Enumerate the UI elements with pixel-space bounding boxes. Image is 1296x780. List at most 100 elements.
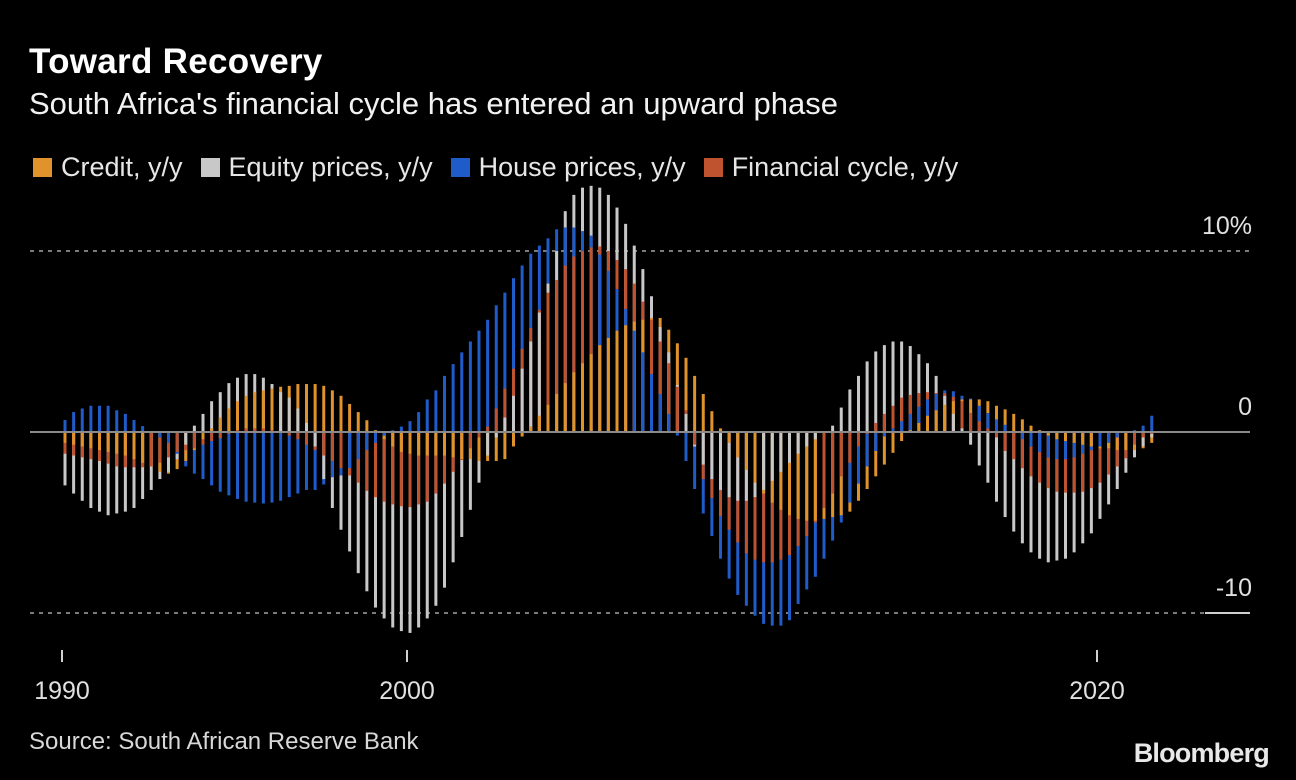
legend-item-house: House prices, y/y [450,152,686,183]
bar-credit [218,417,222,432]
bar-equity [1055,432,1059,561]
bar-house [244,432,248,502]
bar-house [658,393,662,432]
bar-house [313,432,317,490]
bar-financial-cycle [874,422,878,432]
bar-credit [503,432,507,460]
bar-credit [943,404,947,432]
bar-house [486,319,490,432]
bar-house [434,390,438,432]
bar-financial-cycle [477,432,481,438]
bar-credit [236,401,239,432]
bar-financial-cycle [675,386,679,432]
bar-financial-cycle [261,428,265,432]
bar-house [1098,432,1102,447]
bar-house [684,432,688,461]
bar-equity [503,417,507,432]
bar-equity [710,432,714,480]
bar-credit [891,432,895,453]
bar-credit [926,415,929,432]
bar-credit [313,384,317,432]
bar-house [356,432,360,460]
bar-house [882,432,886,437]
legend-label-equity: Equity prices, y/y [228,152,433,182]
bar-equity [1150,432,1154,438]
legend-label-house: House prices, y/y [478,152,686,182]
bar-credit [563,383,567,432]
bar-equity [80,432,84,501]
bar-equity [520,368,524,432]
bar-equity [848,389,852,432]
bar-house [477,330,481,432]
bar-financial-cycle [330,432,334,461]
bar-credit [813,432,817,521]
bar-equity [434,432,438,606]
bar-house [1003,424,1007,432]
source-note: Source: South African Reserve Bank [29,728,419,755]
bar-financial-cycle [839,432,843,477]
bar-equity [951,413,955,432]
bar-equity [106,432,110,516]
y-tick-label: 0 [1238,393,1252,421]
bar-credit [934,410,938,432]
bar-credit [201,432,205,440]
bar-equity [986,432,990,483]
bar-financial-cycle [822,432,826,509]
bar-financial-cycle [658,341,662,432]
bar-credit [805,432,809,521]
bar-financial-cycle [986,428,990,432]
bar-financial-cycle [1133,432,1136,445]
bar-house [218,432,222,492]
bar-financial-cycle [494,408,498,432]
bar-house [261,432,265,504]
bar-credit [98,432,101,451]
bar-equity [287,397,291,432]
bar-credit [1029,425,1033,432]
bar-credit [1020,419,1024,432]
bar-house [132,420,136,432]
bar-financial-cycle [891,405,895,432]
bar-credit [1089,432,1093,447]
bar-house [1046,432,1050,458]
bar-house [123,413,127,432]
bar-credit [296,384,300,432]
bar-equity [727,432,731,498]
bar-house [227,432,231,496]
bar-equity [1003,432,1007,518]
bar-credit [348,403,352,432]
bar-credit [210,428,214,432]
bar-credit [115,432,119,454]
bar-equity [1046,432,1050,563]
bar-financial-cycle [969,412,973,432]
bar-financial-cycle [693,432,697,445]
bar-equity [736,432,740,501]
bar-house [848,432,852,503]
bar-house [305,432,308,490]
bar-house [1141,425,1145,432]
bar-equity [468,432,472,510]
bar-equity [443,432,446,588]
bar-credit [270,388,274,432]
bar-house [1020,432,1024,440]
bar-financial-cycle [443,432,446,484]
bar-financial-cycle [1141,432,1145,438]
bar-credit [141,432,145,463]
bar-equity [382,432,386,619]
bar-equity [1064,432,1067,559]
bar-house [857,432,860,484]
bar-credit [63,432,67,443]
bar-credit [365,420,369,432]
x-tick-label: 2000 [379,677,435,705]
bar-house [865,432,869,467]
bar-credit [253,392,257,432]
bar-house [675,432,679,436]
bar-credit [451,432,455,458]
bar-house [512,278,515,432]
bar-financial-cycle [1064,432,1067,493]
bar-credit [727,432,731,443]
bar-equity [995,432,998,502]
chart-title: Toward Recovery [29,42,323,81]
bar-house [365,432,369,451]
bar-financial-cycle [149,432,153,467]
bar-financial-cycle [581,251,584,432]
